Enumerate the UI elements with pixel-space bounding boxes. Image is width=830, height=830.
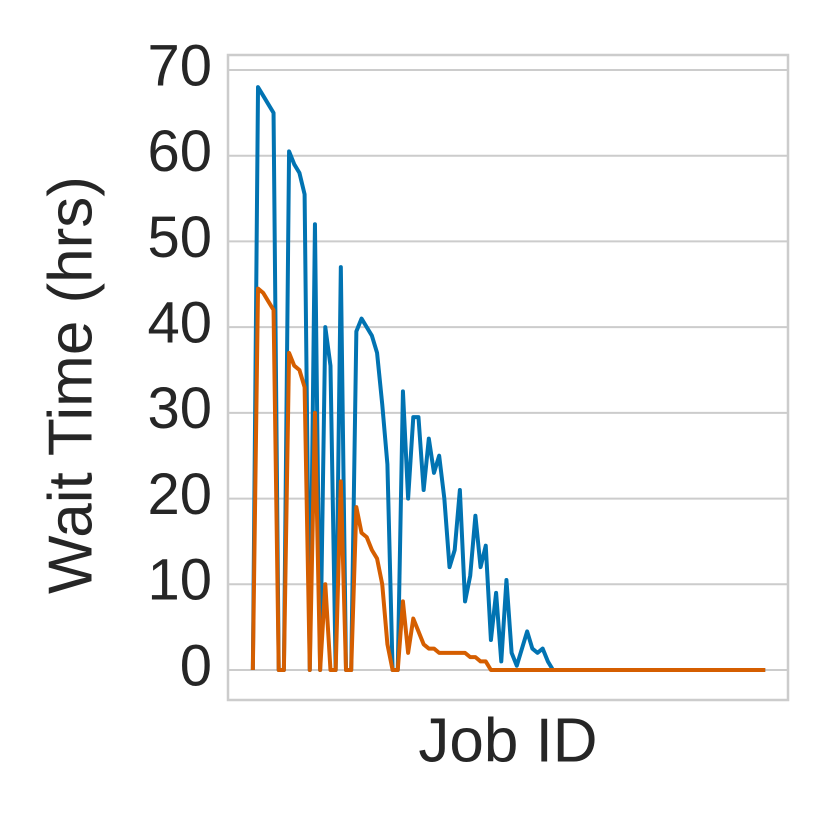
y-tick-label: 70 <box>147 33 212 98</box>
y-tick-label: 10 <box>147 548 212 613</box>
data-line <box>250 85 766 672</box>
y-tick-label: 30 <box>147 376 212 441</box>
y-tick-label: 40 <box>147 290 212 355</box>
y-tick-label: 0 <box>180 633 212 698</box>
y-tick-label: 60 <box>147 119 212 184</box>
y-tick-label: 20 <box>147 462 212 527</box>
x-axis-label: Job ID <box>418 706 597 775</box>
plot-frame <box>226 53 790 702</box>
y-tick-label: 50 <box>147 205 212 270</box>
data-line <box>250 286 766 672</box>
y-axis-label: Wait Time (hrs) <box>36 176 105 594</box>
